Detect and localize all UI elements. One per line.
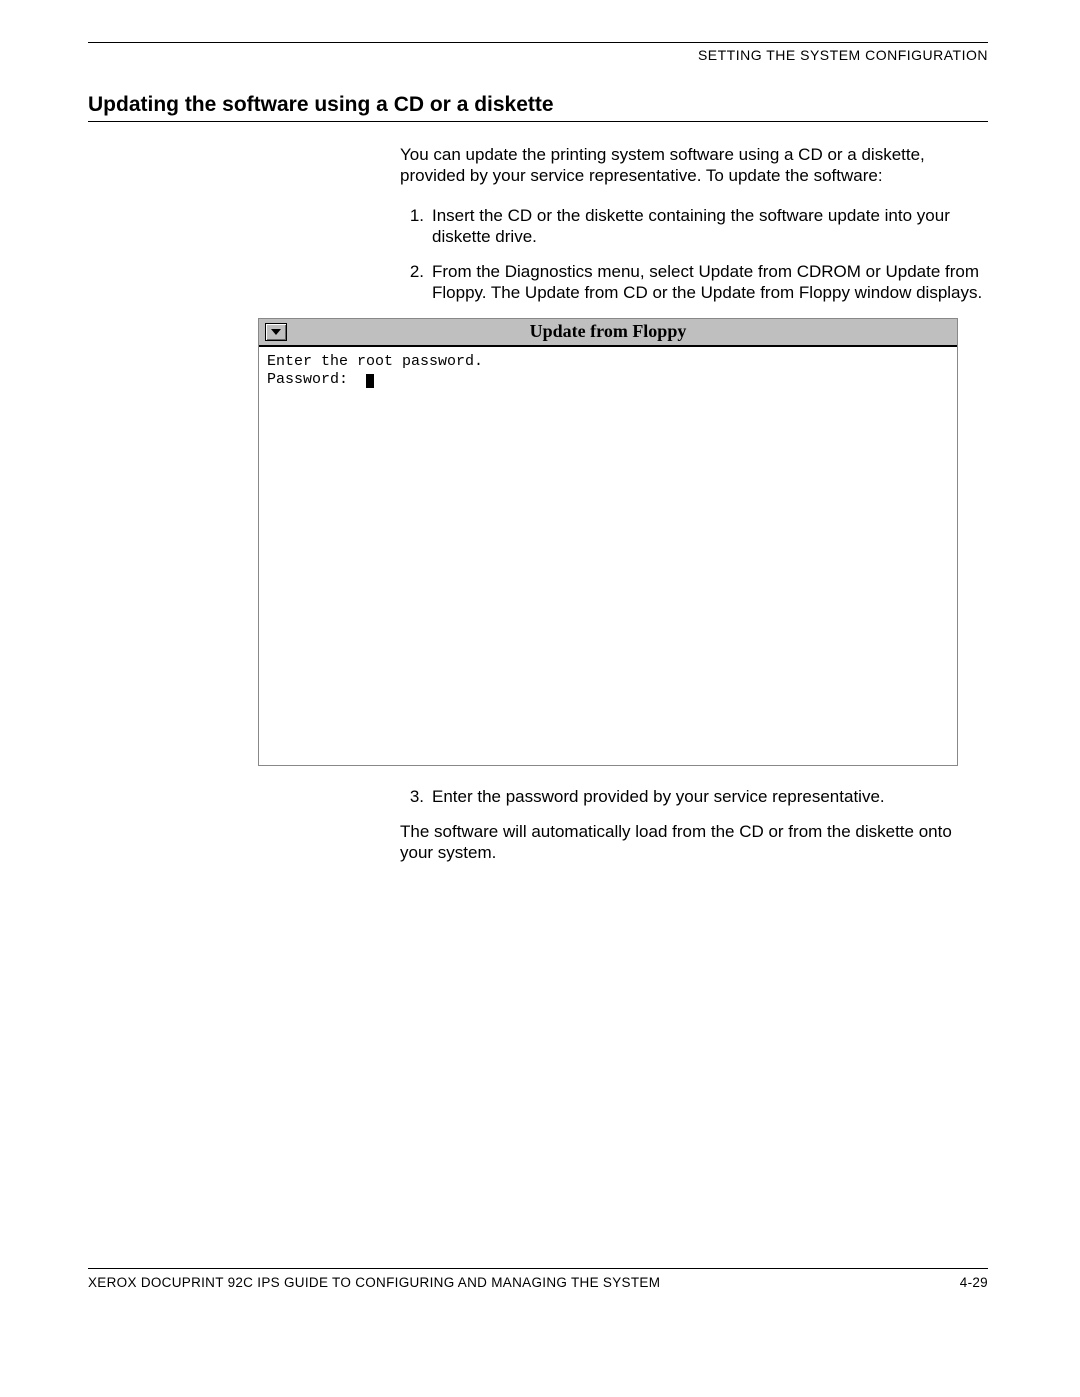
- window-title: Update from Floppy: [259, 321, 957, 342]
- header-rule: [88, 42, 988, 43]
- intro-paragraph: You can update the printing system softw…: [400, 144, 988, 187]
- footer-rule: [88, 1268, 988, 1269]
- prompt-line-2: Password:: [267, 371, 949, 389]
- step-2: 2. From the Diagnostics menu, select Upd…: [400, 261, 988, 304]
- update-window: Update from Floppy Enter the root passwo…: [258, 318, 958, 766]
- password-label: Password:: [267, 371, 348, 388]
- chevron-down-icon: [270, 328, 282, 336]
- footer-doc-title: XEROX DOCUPRINT 92C IPS GUIDE TO CONFIGU…: [88, 1275, 660, 1290]
- text-cursor[interactable]: [366, 374, 374, 388]
- page-footer: XEROX DOCUPRINT 92C IPS GUIDE TO CONFIGU…: [88, 1268, 988, 1290]
- step-3: 3. Enter the password provided by your s…: [400, 786, 988, 807]
- step-number: 3.: [400, 786, 432, 807]
- window-titlebar: Update from Floppy: [259, 319, 957, 347]
- step-text: Enter the password provided by your serv…: [432, 786, 988, 807]
- running-head: SETTING THE SYSTEM CONFIGURATION: [88, 47, 988, 63]
- prompt-line-1: Enter the root password.: [267, 353, 949, 371]
- step-text: From the Diagnostics menu, select Update…: [432, 261, 988, 304]
- section-title-rule: [88, 121, 988, 122]
- footer-page-number: 4-29: [960, 1275, 988, 1290]
- embedded-screenshot: Update from Floppy Enter the root passwo…: [258, 318, 958, 766]
- step-number: 1.: [400, 205, 432, 248]
- section-title: Updating the software using a CD or a di…: [88, 93, 988, 117]
- conclusion-paragraph: The software will automatically load fro…: [400, 821, 988, 864]
- step-1: 1. Insert the CD or the diskette contain…: [400, 205, 988, 248]
- step-text: Insert the CD or the diskette containing…: [432, 205, 988, 248]
- step-number: 2.: [400, 261, 432, 304]
- window-body: Enter the root password. Password:: [259, 347, 957, 765]
- window-menu-button[interactable]: [265, 323, 287, 341]
